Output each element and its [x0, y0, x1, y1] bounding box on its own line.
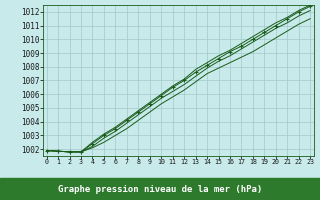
Text: Graphe pression niveau de la mer (hPa): Graphe pression niveau de la mer (hPa) [58, 184, 262, 194]
Text: Graphe pression niveau de la mer (hPa): Graphe pression niveau de la mer (hPa) [58, 185, 262, 194]
